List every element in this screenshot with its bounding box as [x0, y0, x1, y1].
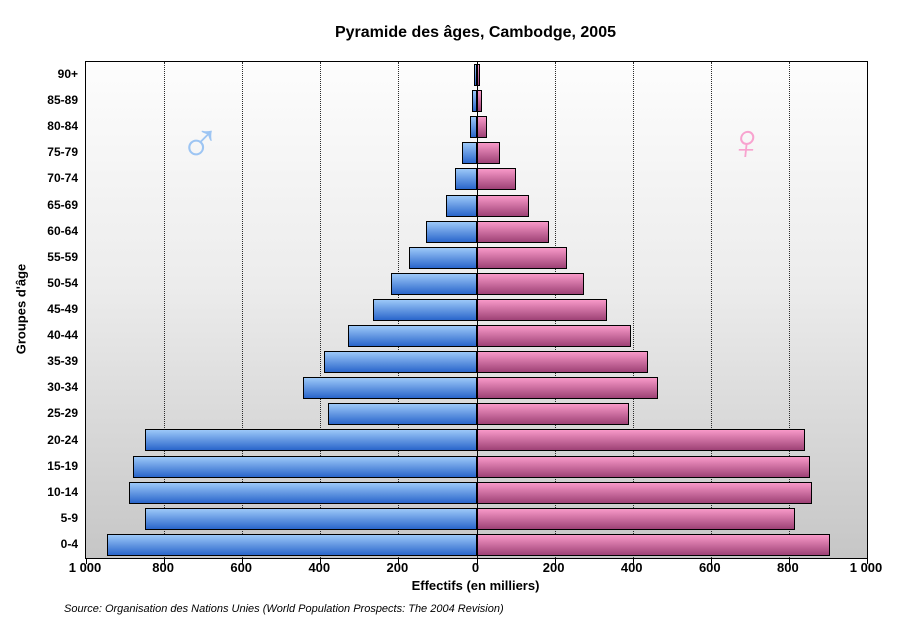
- bar-male-10-14: [128, 481, 477, 504]
- bar-female-35-39: [476, 351, 649, 374]
- x-tick-label-5: 0: [471, 560, 480, 575]
- y-tick-label-60-64: 60-64: [47, 223, 78, 238]
- y-tick-label-30-34: 30-34: [47, 380, 78, 395]
- x-tick-label-6: 200: [542, 560, 565, 575]
- bar-male-65-69: [445, 194, 477, 217]
- y-tick-label-35-39: 35-39: [47, 354, 78, 369]
- x-tick-label-1: 800: [152, 560, 174, 575]
- bar-female-25-29: [476, 403, 629, 426]
- x-tick-mark-6: [554, 558, 556, 564]
- y-tick-label-5-9: 5-9: [60, 510, 78, 525]
- x-tick-label-9: 800: [777, 560, 799, 575]
- y-tick-label-85-89: 85-89: [47, 93, 78, 108]
- x-tick-label-0: 1 000: [68, 560, 102, 575]
- bar-male-45-49: [372, 298, 477, 321]
- bar-female-10-14: [476, 481, 813, 504]
- x-axis-title: Effectifs (en milliers): [411, 578, 540, 593]
- gridline-600-left: [242, 62, 244, 558]
- bar-female-70-74: [476, 168, 517, 191]
- gridline-800-left: [164, 62, 166, 558]
- x-tick-mark-3: [320, 558, 322, 564]
- bar-female-20-24: [476, 429, 805, 452]
- x-tick-mark-8: [710, 558, 712, 564]
- bar-male-60-64: [425, 220, 477, 243]
- y-tick-label-75-79: 75-79: [47, 145, 78, 160]
- y-tick-label-80-84: 80-84: [47, 119, 78, 134]
- bar-female-15-19: [476, 455, 811, 478]
- bar-male-75-79: [462, 142, 477, 165]
- x-tick-mark-5: [476, 558, 478, 564]
- y-tick-label-90+: 90+: [57, 67, 78, 82]
- bar-female-5-9: [476, 507, 795, 530]
- x-tick-mark-0: [86, 558, 87, 564]
- gridline-800-right: [788, 62, 790, 558]
- bar-male-25-29: [328, 403, 477, 426]
- bar-female-55-59: [476, 246, 567, 269]
- source-note: Source: Organisation des Nations Unies (…: [64, 603, 504, 615]
- x-tick-label-10: 1 000: [849, 560, 883, 575]
- x-tick-mark-7: [632, 558, 634, 564]
- y-tick-label-40-44: 40-44: [47, 328, 78, 343]
- y-tick-label-25-29: 25-29: [47, 406, 78, 421]
- y-tick-label-70-74: 70-74: [47, 171, 78, 186]
- y-tick-label-20-24: 20-24: [47, 432, 78, 447]
- bar-female-0-4: [476, 533, 830, 556]
- y-tick-label-50-54: 50-54: [47, 275, 78, 290]
- female-symbol-icon: ♀: [725, 114, 769, 170]
- bar-female-85-89: [476, 90, 482, 113]
- x-tick-label-7: 400: [620, 560, 643, 575]
- bar-female-60-64: [476, 220, 549, 243]
- bar-male-15-19: [132, 455, 477, 478]
- bar-female-40-44: [476, 325, 631, 348]
- bar-female-50-54: [476, 272, 584, 295]
- x-tick-label-4: 200: [386, 560, 409, 575]
- bar-male-90+: [473, 64, 477, 86]
- bar-female-90+: [476, 64, 480, 86]
- y-tick-label-15-19: 15-19: [47, 458, 78, 473]
- bar-male-50-54: [391, 272, 477, 295]
- y-tick-label-0-4: 0-4: [60, 536, 78, 551]
- plot-area: ♂ ♀: [85, 61, 868, 564]
- bar-male-80-84: [469, 116, 477, 139]
- x-tick-label-8: 600: [698, 560, 721, 575]
- y-tick-label-55-59: 55-59: [47, 249, 78, 264]
- x-tick-mark-1: [164, 558, 166, 564]
- x-tick-mark-4: [398, 558, 400, 564]
- gridline-400-right: [632, 62, 634, 558]
- bar-male-40-44: [347, 325, 477, 348]
- y-tick-label-65-69: 65-69: [47, 197, 78, 212]
- bar-male-30-34: [302, 377, 477, 400]
- gridline-400-left: [320, 62, 322, 558]
- bar-male-20-24: [144, 429, 477, 452]
- bar-female-30-34: [476, 377, 659, 400]
- bar-female-80-84: [476, 116, 488, 139]
- x-tick-mark-2: [242, 558, 244, 564]
- bar-male-5-9: [144, 507, 477, 530]
- bar-male-70-74: [455, 168, 477, 191]
- bar-male-35-39: [324, 351, 477, 374]
- y-tick-label-10-14: 10-14: [47, 484, 78, 499]
- bar-male-0-4: [107, 533, 477, 556]
- chart-title: Pyramide des âges, Cambodge, 2005: [334, 24, 616, 41]
- bar-female-45-49: [476, 298, 608, 321]
- x-tick-mark-10: [867, 558, 868, 564]
- x-tick-mark-9: [788, 558, 790, 564]
- bar-female-75-79: [476, 142, 501, 165]
- x-tick-label-3: 400: [308, 560, 331, 575]
- y-tick-label-45-49: 45-49: [47, 302, 78, 316]
- bar-male-85-89: [472, 90, 477, 113]
- x-tick-label-2: 600: [230, 560, 253, 575]
- gridline-600-right: [710, 62, 712, 558]
- bar-male-55-59: [409, 246, 477, 269]
- male-symbol-icon: ♂: [179, 109, 221, 172]
- bar-female-65-69: [476, 194, 530, 217]
